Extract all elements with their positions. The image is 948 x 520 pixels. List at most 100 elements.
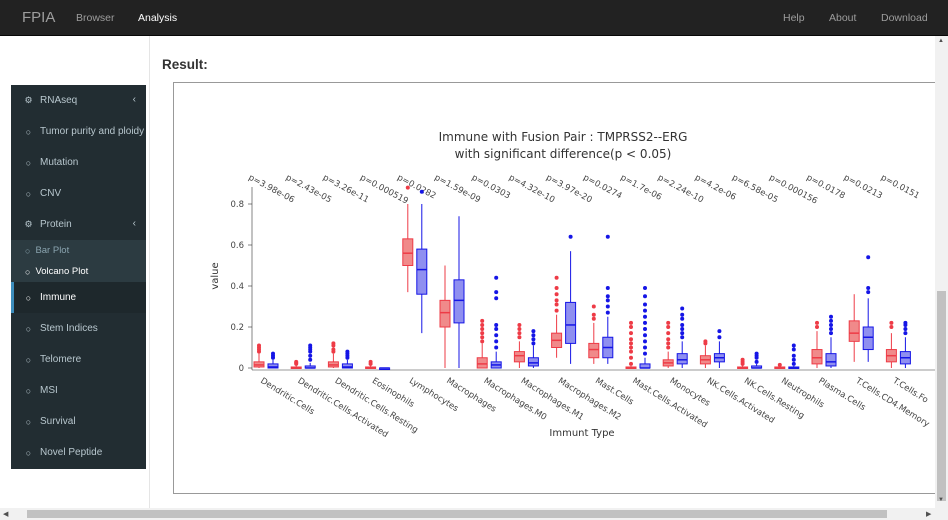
box-body xyxy=(825,353,837,367)
scroll-down-icon[interactable]: ▼ xyxy=(938,497,944,503)
outlier-point xyxy=(494,333,499,338)
outlier-point xyxy=(308,357,313,362)
vertical-scroll-thumb[interactable] xyxy=(937,291,946,501)
circle-icon: ○ xyxy=(25,447,32,458)
x-tick-label: Macrophages.M2 xyxy=(556,376,623,423)
sidebar-item-msi[interactable]: ○ MSI xyxy=(11,375,146,406)
outlier-point xyxy=(480,335,485,340)
circle-icon: ○ xyxy=(25,245,31,256)
outlier-point xyxy=(271,351,275,356)
top-navbar: FPIA Browser Analysis Help About Downloa… xyxy=(0,0,948,36)
sidebar-item-survival[interactable]: ○ Survival xyxy=(11,406,146,437)
scroll-up-icon[interactable]: ▲ xyxy=(938,38,944,44)
scroll-left-icon[interactable]: ◀ xyxy=(3,511,9,518)
y-axis-label: value xyxy=(210,262,221,289)
outlier-point xyxy=(591,312,596,317)
outlier-point xyxy=(666,337,671,342)
brand-logo[interactable]: FPIA xyxy=(22,9,56,26)
outlier-point xyxy=(643,327,647,332)
sidebar-item-label: Protein xyxy=(40,219,72,230)
plot-container: Immune with Fusion Pair : TMPRSS2--ERG w… xyxy=(173,82,936,494)
outlier-point xyxy=(629,355,633,360)
sidebar-item-label: Telomere xyxy=(40,354,82,365)
outlier-point xyxy=(331,341,336,346)
nav-browser[interactable]: Browser xyxy=(76,12,115,24)
outlier-point xyxy=(866,286,871,291)
outlier-point xyxy=(680,312,685,317)
outlier-point xyxy=(368,359,373,364)
sidebar-item-telomere[interactable]: ○ Telomere xyxy=(11,344,146,375)
sidebar-subitem-bar-plot[interactable]: ○ Bar Plot xyxy=(11,240,146,261)
outlier-point xyxy=(531,329,536,334)
outlier-point xyxy=(903,327,908,332)
y-tick-label: 0.8 xyxy=(230,200,244,210)
sidebar-item-label: RNAseq xyxy=(40,95,78,106)
sidebar-item-immune[interactable]: ○ Immune xyxy=(11,282,146,313)
dashboard-icon: ⚙ xyxy=(24,95,33,105)
sidebar-item-label: MSI xyxy=(40,385,58,396)
outlier-point xyxy=(405,185,410,190)
outlier-point xyxy=(308,353,313,358)
outlier-point xyxy=(629,331,633,336)
outlier-point xyxy=(666,325,671,329)
circle-icon: ○ xyxy=(25,157,32,168)
box-body xyxy=(402,238,414,267)
sidebar-item-stem-indices[interactable]: ○ Stem Indices xyxy=(11,313,146,344)
outlier-point xyxy=(517,331,522,336)
outlier-point xyxy=(680,335,685,340)
nav-download[interactable]: Download xyxy=(881,12,928,24)
box-body xyxy=(416,248,428,295)
sidebar-subitem-label: Bar Plot xyxy=(35,245,70,256)
sidebar-menu: ⚙ RNAseq ‹ ○ Tumor purity and ploidy ○ M… xyxy=(11,85,146,469)
outlier-point xyxy=(791,353,796,358)
outlier-point xyxy=(629,349,633,354)
outlier-point xyxy=(494,327,499,332)
outlier-point xyxy=(517,322,522,327)
outlier-point xyxy=(666,345,671,350)
outlier-point xyxy=(829,322,833,327)
outlier-point xyxy=(591,316,596,321)
scroll-right-icon[interactable]: ▶ xyxy=(926,511,932,518)
vertical-scrollbar[interactable]: ▲ ▼ xyxy=(935,36,948,508)
outlier-point xyxy=(554,275,559,280)
nav-help[interactable]: Help xyxy=(783,12,805,24)
sidebar-item-cnv[interactable]: ○ CNV xyxy=(11,178,146,209)
box-body xyxy=(848,320,860,342)
nav-analysis[interactable]: Analysis xyxy=(138,12,178,24)
horizontal-scroll-thumb[interactable] xyxy=(27,510,887,518)
circle-icon: ○ xyxy=(25,126,32,137)
outlier-point xyxy=(494,322,499,327)
chart-subtitle: with significant difference(p < 0.05) xyxy=(455,147,672,161)
box-body xyxy=(588,342,600,359)
outlier-point xyxy=(903,320,908,325)
outlier-point xyxy=(605,304,610,309)
sidebar-item-tumor-purity[interactable]: ○ Tumor purity and ploidy xyxy=(11,116,146,147)
y-tick-label: 0 xyxy=(239,364,244,374)
outlier-point xyxy=(517,327,522,332)
outlier-point xyxy=(643,294,647,299)
outlier-point xyxy=(629,361,633,366)
sidebar-item-novel-peptide[interactable]: ○ Novel Peptide xyxy=(11,437,146,468)
sidebar-item-label: Tumor purity and ploidy xyxy=(40,126,145,137)
outlier-point xyxy=(643,351,647,356)
outlier-point xyxy=(629,345,633,350)
outlier-point xyxy=(554,302,559,307)
circle-icon: ○ xyxy=(25,323,32,334)
outlier-point xyxy=(889,325,894,329)
outlier-point xyxy=(480,339,485,344)
sidebar-subitem-volcano-plot[interactable]: ○ Volcano Plot xyxy=(11,261,146,282)
horizontal-scrollbar[interactable]: ◀ ▶ xyxy=(0,508,948,520)
sidebar-item-protein[interactable]: ⚙ Protein ‹ xyxy=(11,209,146,240)
sidebar-item-mutation[interactable]: ○ Mutation xyxy=(11,147,146,178)
outlier-point xyxy=(554,286,559,291)
outlier-point xyxy=(791,343,796,348)
outlier-point xyxy=(494,290,499,295)
outlier-point xyxy=(815,320,819,325)
nav-about[interactable]: About xyxy=(829,12,857,24)
box-body xyxy=(341,363,353,369)
sidebar-item-rnaseq[interactable]: ⚙ RNAseq ‹ xyxy=(11,85,146,116)
x-tick-label: Macrophages.M0 xyxy=(482,376,549,423)
sidebar-subitem-label: Volcano Plot xyxy=(35,266,89,277)
outlier-point xyxy=(517,335,522,340)
outlier-point xyxy=(666,331,671,336)
